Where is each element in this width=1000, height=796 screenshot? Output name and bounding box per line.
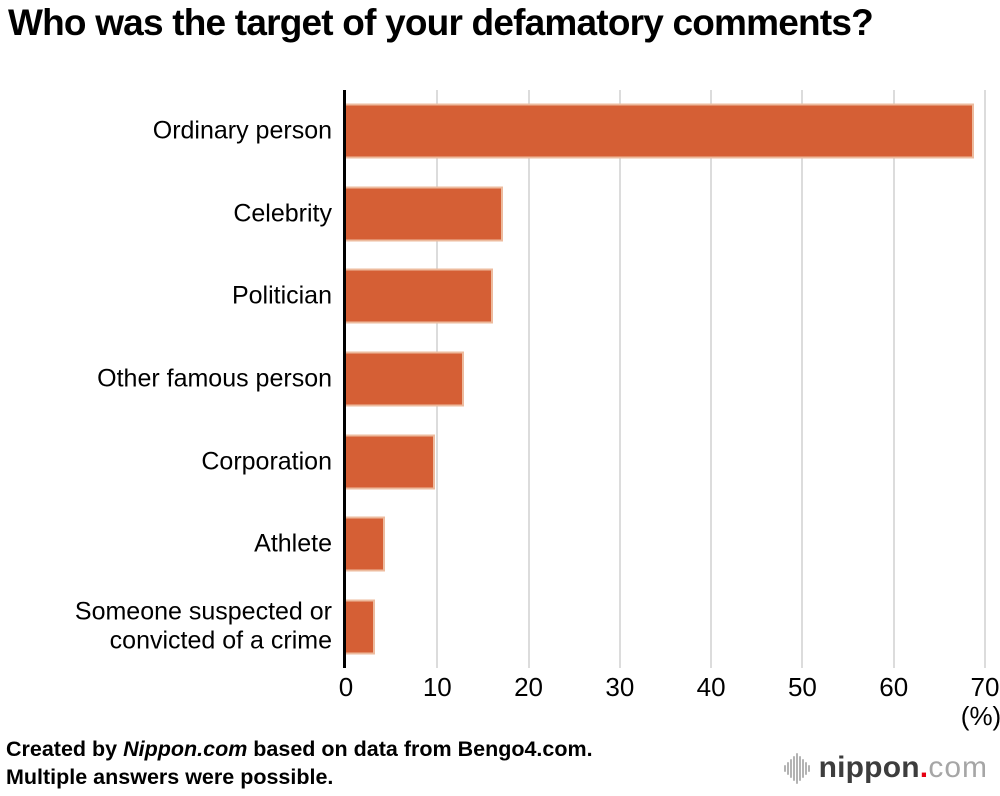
source-note-line1: Created by Nippon.com based on data from…	[6, 737, 593, 761]
bar-row: Politician	[0, 255, 1000, 338]
bar-4	[346, 351, 464, 407]
category-label: Ordinary person	[152, 116, 332, 145]
gridline-40	[710, 90, 713, 668]
category-label: Celebrity	[233, 199, 332, 228]
bar-5	[346, 434, 435, 490]
logo-wordmark: nippon . com	[819, 751, 988, 785]
gridline-30	[618, 90, 621, 668]
logo-tld: com	[928, 751, 988, 784]
y-axis-line	[343, 90, 346, 668]
bar-1	[346, 103, 975, 159]
category-label: Someone suspected or convicted of a crim…	[74, 597, 332, 655]
bar-7	[346, 599, 376, 655]
logo-dot: .	[919, 751, 929, 784]
bar-row: Someone suspected or convicted of a crim…	[0, 585, 1000, 668]
category-label: Other famous person	[97, 364, 332, 393]
category-label: Corporation	[201, 446, 332, 475]
x-tick-label-10: 10	[422, 672, 452, 702]
gridline-50	[801, 90, 804, 668]
x-tick-label-60: 60	[879, 672, 909, 702]
x-tick-label-0: 0	[338, 672, 354, 702]
category-label: Politician	[231, 281, 332, 310]
bar-3	[346, 268, 493, 324]
gridline-20	[527, 90, 530, 668]
x-tick-label-70: 70	[970, 672, 1000, 702]
bar-row: Corporation	[0, 420, 1000, 503]
bar-6	[346, 516, 386, 572]
source-note-brand: Nippon.com	[123, 737, 248, 761]
nippon-com-logo: nippon . com	[783, 749, 988, 787]
bar-row: Athlete	[0, 503, 1000, 586]
chart-title: Who was the target of your defamatory co…	[8, 2, 874, 43]
bar-row: Other famous person	[0, 338, 1000, 421]
x-tick-label-40: 40	[696, 672, 726, 702]
x-axis-unit-label: (%)	[960, 701, 1000, 731]
bar-row: Ordinary person	[0, 90, 1000, 173]
category-label: Athlete	[254, 529, 332, 558]
source-note-line2: Multiple answers were possible.	[6, 765, 334, 789]
source-note: Created by Nippon.com based on data from…	[6, 735, 593, 791]
logo-name: nippon	[818, 751, 920, 784]
bar-2	[346, 186, 503, 242]
gridline-60	[892, 90, 895, 668]
x-tick-label-30: 30	[605, 672, 635, 702]
bar-row: Celebrity	[0, 173, 1000, 256]
gridline-70	[984, 90, 986, 668]
x-tick-label-50: 50	[787, 672, 817, 702]
soundwave-icon	[783, 751, 810, 785]
x-tick-label-20: 20	[514, 672, 544, 702]
